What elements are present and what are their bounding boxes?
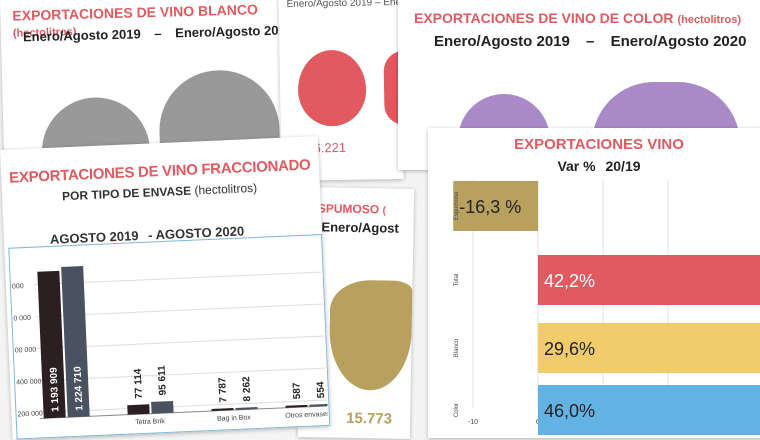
bar bbox=[538, 385, 760, 435]
bottled-wine-card: EXPORTACIONES DE VINO FRACCIONADO POR TI… bbox=[0, 136, 331, 440]
y-tick-label: Color bbox=[454, 403, 460, 417]
white-wine-title: EXPORTACIONES DE VINO BLANCO bbox=[12, 1, 259, 24]
white-wine-period-left: Enero/Agosto 2019 bbox=[22, 26, 141, 45]
bottled-title-2: POR TIPO DE ENVASE bbox=[61, 183, 192, 204]
value-label: 1 193 909 bbox=[49, 367, 62, 412]
bar bbox=[309, 403, 329, 407]
bottled-unit: (hectolitros) bbox=[194, 180, 258, 198]
sparkling-title-suffix: ( bbox=[382, 205, 386, 217]
white-wine-dash: – bbox=[154, 25, 162, 41]
value-label: 1 224 710 bbox=[72, 366, 85, 411]
x-tick-label: Otros envases bbox=[285, 411, 328, 420]
variation-card: EXPORTACIONES VINO Var % 20/19 -1001020-… bbox=[428, 128, 760, 438]
y-tick-label: Blanco bbox=[454, 338, 460, 357]
y-tick-label: 000 bbox=[12, 283, 24, 291]
color-wine-dash: – bbox=[586, 33, 595, 50]
sparkling-value: 15.773 bbox=[346, 409, 393, 428]
y-tick-label: Espumoso bbox=[454, 191, 460, 220]
x-tick-label: -10 bbox=[468, 419, 478, 426]
x-tick-label: Bag in Box bbox=[217, 414, 252, 422]
sparkling-shape bbox=[328, 279, 413, 391]
y-tick-label: Total bbox=[454, 274, 460, 287]
bar bbox=[37, 270, 66, 419]
variation-subtitle-label: Var % bbox=[557, 158, 596, 174]
variation-subtitle-period: 20/19 bbox=[605, 158, 641, 174]
total-wine-2019-shape bbox=[297, 49, 367, 127]
value-label: 42,2% bbox=[544, 271, 595, 291]
bar bbox=[538, 323, 760, 373]
value-label: 587 bbox=[291, 382, 303, 400]
value-label: 554 bbox=[315, 381, 327, 399]
bottled-chart: 000 0 000 00 000 400 000 200 000 1 193 909 1 2… bbox=[12, 266, 329, 426]
value-label: 95 611 bbox=[157, 365, 169, 396]
bottled-title-1: EXPORTACIONES DE VINO FRACCIONADO bbox=[8, 156, 311, 187]
bar bbox=[151, 400, 174, 414]
sparkling-period: Enero/Agost bbox=[321, 219, 399, 236]
color-wine-title: EXPORTACIONES DE VINO DE COLOR bbox=[414, 10, 674, 26]
bar bbox=[538, 255, 760, 305]
color-wine-period-right: Enero/Agosto 2020 bbox=[610, 33, 747, 50]
y-tick-label: 200 000 bbox=[17, 410, 43, 418]
value-label: 8 262 bbox=[241, 376, 253, 402]
value-label: -16,3 % bbox=[459, 197, 521, 217]
color-wine-period-left: Enero/Agosto 2019 bbox=[434, 33, 570, 50]
y-tick-label: 400 000 bbox=[16, 378, 42, 386]
x-tick-label: Tetra Brik bbox=[135, 418, 165, 426]
bar bbox=[127, 404, 150, 415]
value-label: 46,0% bbox=[544, 401, 595, 421]
value-label: 29,6% bbox=[544, 339, 595, 359]
bar bbox=[453, 181, 538, 231]
bar bbox=[61, 266, 90, 418]
bar bbox=[211, 408, 234, 412]
value-label: 7 787 bbox=[217, 377, 229, 403]
y-tick-label: 0 000 bbox=[13, 315, 31, 323]
value-label: 77 114 bbox=[133, 368, 145, 399]
y-tick-label: 00 000 bbox=[15, 347, 37, 355]
total-wine-period: Enero/Agosto 2019 – Enero/Agosto 2 bbox=[286, 0, 404, 10]
bar bbox=[235, 407, 258, 410]
white-wine-period-right: Enero/Agosto 2020 bbox=[174, 22, 294, 41]
color-wine-unit: (hectolitros) bbox=[677, 14, 741, 26]
variation-title: EXPORTACIONES VINO bbox=[514, 136, 684, 153]
variation-chart: -1001020-16,3 %Espumoso42,2%Total29,6%Bl… bbox=[453, 180, 760, 435]
bar bbox=[285, 404, 308, 408]
